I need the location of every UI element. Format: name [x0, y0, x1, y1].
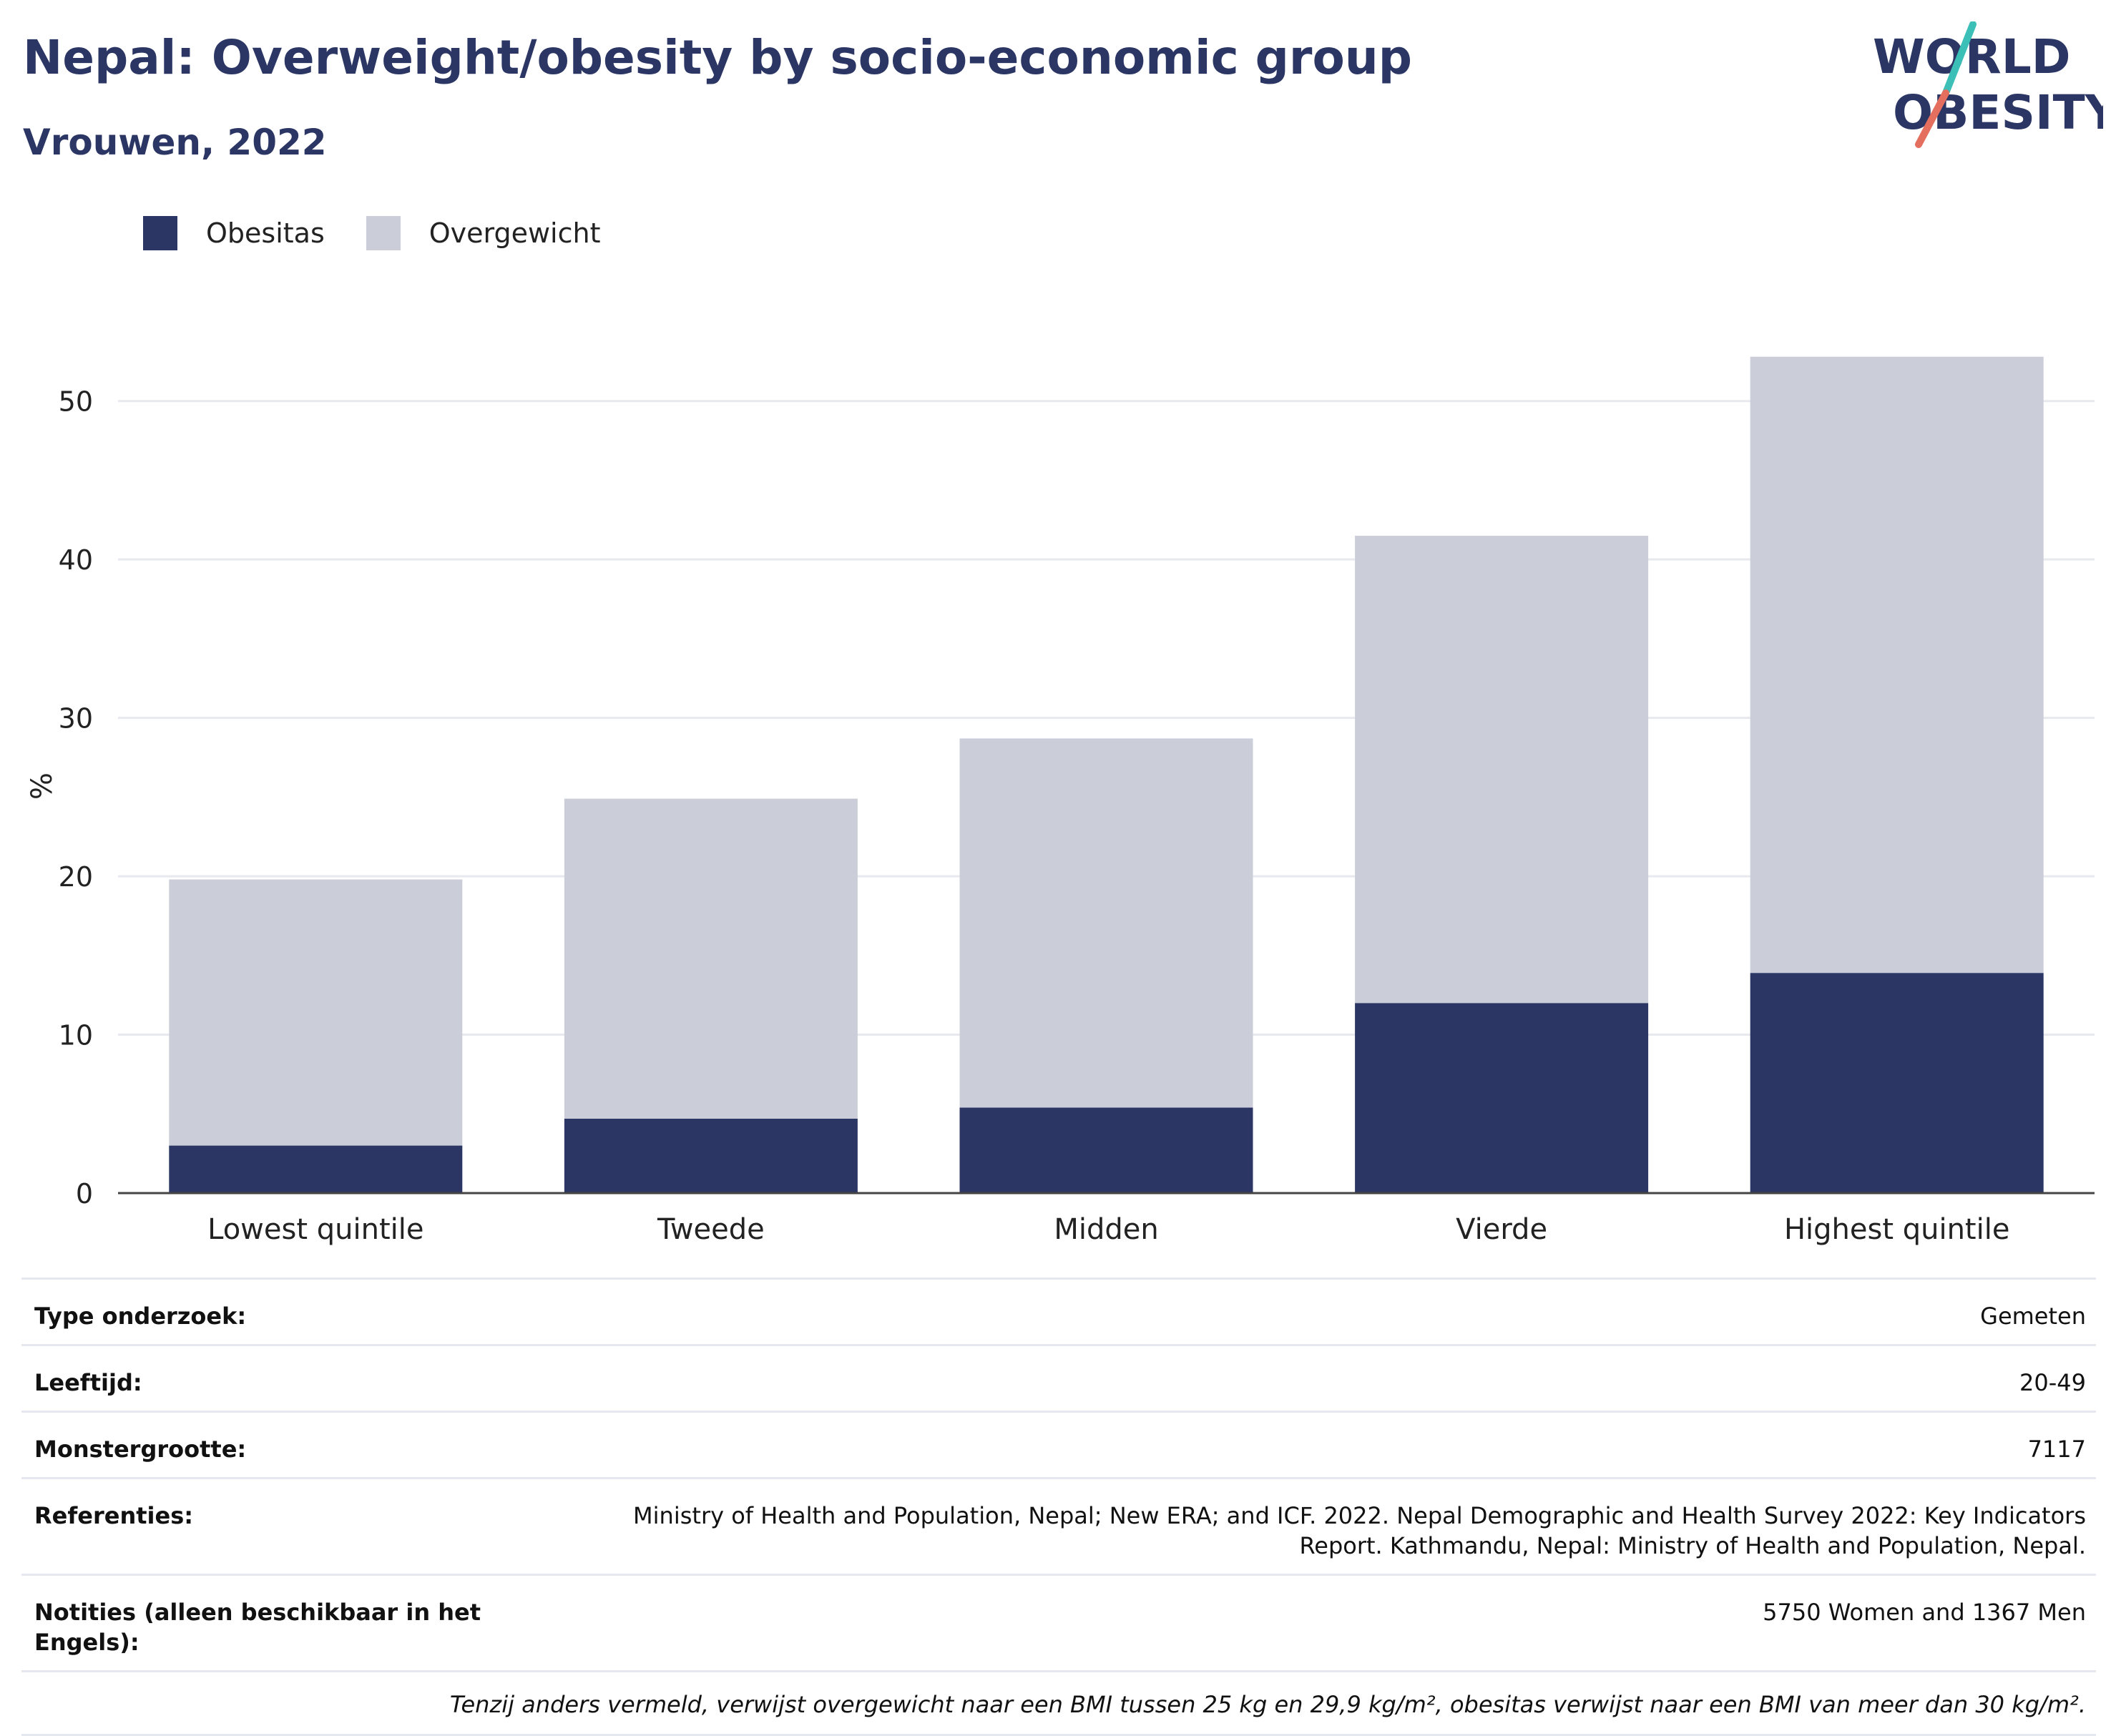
info-label: Referenties: [34, 1502, 194, 1529]
info-label: Notities (alleen beschikbaar in het Enge… [34, 1599, 481, 1656]
info-value: 5750 Women and 1367 Men [1763, 1599, 2086, 1626]
x-tick-label: Midden [1054, 1213, 1158, 1246]
legend-swatch-overgewicht [366, 216, 401, 250]
bar-overgewicht [1355, 535, 1649, 1004]
bar-obesitas [564, 1118, 858, 1193]
logo-slash-teal [1942, 21, 1977, 97]
definition-footnote: Tenzij anders vermeld, verwijst overgewi… [21, 1670, 2096, 1736]
legend-label-obesitas: Obesitas [206, 217, 325, 249]
legend-swatch-obesitas [143, 216, 177, 250]
y-tick-label: 50 [59, 386, 93, 418]
bar-obesitas [1355, 1003, 1649, 1193]
y-axis-label: % [26, 773, 59, 800]
info-label: Monstergrootte: [34, 1436, 247, 1463]
x-tick-label: Lowest quintile [207, 1213, 423, 1246]
info-label: Type onderzoek: [34, 1303, 247, 1330]
legend-item-obesitas[interactable]: Obesitas [143, 216, 325, 250]
y-tick-label: 0 [76, 1178, 93, 1210]
bar-obesitas [169, 1145, 463, 1193]
bar-obesitas [1750, 973, 2044, 1193]
y-tick-label: 20 [59, 861, 93, 893]
info-value: Ministry of Health and Population, Nepal… [633, 1502, 2086, 1559]
info-value: 20-49 [2019, 1369, 2086, 1396]
info-table: Type onderzoek: Gemeten Leeftijd: 20-49 … [21, 1278, 2096, 1736]
legend-item-overgewicht[interactable]: Overgewicht [366, 216, 601, 250]
y-tick-label: 30 [59, 703, 93, 735]
legend-label-overgewicht: Overgewicht [428, 217, 601, 249]
x-tick-label: Highest quintile [1784, 1213, 2010, 1246]
info-row-sample-size: Monstergrootte: 7117 [21, 1411, 2096, 1477]
bar-overgewicht [1750, 356, 2044, 974]
info-row-type: Type onderzoek: Gemeten [21, 1278, 2096, 1344]
info-label: Leeftijd: [34, 1369, 142, 1396]
info-value: Gemeten [1980, 1303, 2086, 1330]
bar-obesitas [959, 1107, 1253, 1193]
chart-subtitle: Vrouwen, 2022 [23, 122, 327, 163]
logo-slash-coral [1915, 89, 1949, 148]
y-tick-label: 10 [59, 1020, 93, 1051]
info-row-notes: Notities (alleen beschikbaar in het Enge… [21, 1574, 2096, 1670]
y-tick-label: 40 [59, 544, 93, 576]
bar-overgewicht [169, 879, 463, 1146]
stacked-bar-chart: 0 10 20 30 40 50% Lowest quintile Tweede Midden V… [26, 356, 2095, 1246]
x-tick-label: Tweede [657, 1213, 765, 1246]
info-row-references: Referenties: Ministry of Health and Popu… [21, 1477, 2096, 1574]
x-tick-label: Vierde [1456, 1213, 1547, 1246]
bar-overgewicht [564, 798, 858, 1119]
info-value: 7117 [2027, 1436, 2086, 1463]
bar-overgewicht [959, 738, 1253, 1108]
logo-text-world: WORLD [1873, 29, 2071, 84]
chart-title: Nepal: Overweight/obesity by socio-econo… [23, 30, 1413, 85]
world-obesity-logo: WORLD OBESITY [1873, 21, 2103, 148]
chart-legend: Obesitas Overgewicht [143, 213, 642, 253]
info-row-age: Leeftijd: 20-49 [21, 1344, 2096, 1411]
